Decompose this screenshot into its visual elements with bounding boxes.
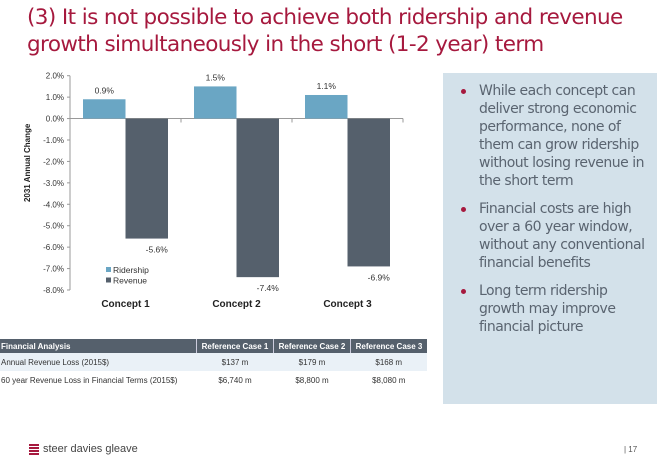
data-label: -6.9%: [368, 272, 391, 282]
bullet-icon: [461, 89, 466, 94]
logo-mark-icon: [29, 443, 39, 455]
legend-label: Ridership: [113, 265, 149, 275]
bullet-item: Financial costs are high over a 60 year …: [461, 200, 649, 272]
category-label: Concept 3: [323, 299, 372, 310]
legend-label: Revenue: [113, 276, 147, 286]
y-tick-label: -5.0%: [43, 222, 64, 231]
bar-chart: 2.0% 1.0% 0.0% -1.0% -2.0% -3.0% -4.0% -5.0% -6.…: [23, 72, 404, 310]
table-cell: 60 year Revenue Loss in Financial Terms …: [1, 375, 178, 385]
table-cell: $137 m: [196, 353, 274, 371]
y-tick-label: -3.0%: [43, 179, 64, 188]
table-header: Reference Case 3: [350, 339, 427, 353]
y-tick-label: -8.0%: [43, 286, 64, 295]
data-label: -7.4%: [257, 283, 280, 293]
data-label: 1.5%: [206, 72, 226, 82]
table-header: Financial Analysis: [0, 339, 197, 353]
y-tick-label: -7.0%: [43, 265, 64, 274]
y-axis-label: 2031 Annual Change: [23, 123, 32, 202]
slide-title: (3) It is not possible to achieve both r…: [27, 4, 657, 58]
bullet-icon: [461, 207, 466, 212]
data-label: 1.1%: [317, 81, 337, 91]
bullet-item: Long term ridership growth may improve f…: [461, 282, 649, 336]
page-number: | 17: [624, 445, 638, 454]
legend-swatch: [106, 277, 111, 283]
table-cell: $8,800 m: [295, 375, 329, 385]
slide-title-line-1: (3) It is not possible to achieve both r…: [27, 5, 623, 30]
data-label: 0.9%: [95, 85, 115, 95]
y-tick-label: 0.0%: [46, 115, 64, 124]
company-logo: steer davies gleave: [29, 443, 138, 455]
legend-swatch: [106, 267, 111, 272]
category-label: Concept 1: [101, 299, 150, 310]
table-header-row: Financial Analysis Reference Case 1 Refe…: [0, 339, 427, 353]
table-cell: $179 m: [273, 353, 351, 371]
table-header: Reference Case 1: [196, 339, 274, 353]
slide-title-line-2: growth simultaneously in the short (1-2 …: [27, 32, 544, 57]
table-row: 60 year Revenue Loss in Financial Terms …: [0, 371, 427, 389]
bar-revenue: [236, 118, 279, 278]
y-tick-label: -1.0%: [43, 136, 64, 145]
bar-ridership: [83, 99, 126, 119]
table-cell: $8,080 m: [372, 375, 406, 385]
bar-revenue: [125, 118, 168, 239]
financial-analysis-table: Financial Analysis Reference Case 1 Refe…: [0, 339, 427, 389]
y-tick-label: -6.0%: [43, 243, 64, 252]
bar-ridership: [194, 86, 237, 119]
table-cell: Annual Revenue Loss (2015$): [0, 353, 197, 371]
key-points-panel: While each concept can deliver strong ec…: [443, 73, 657, 404]
table-cell: $6,740 m: [218, 375, 252, 385]
bullet-item: While each concept can deliver strong ec…: [461, 82, 649, 190]
y-tick-label: 1.0%: [46, 93, 64, 102]
data-label: -5.6%: [146, 245, 169, 255]
y-tick-label: -2.0%: [43, 157, 64, 166]
bar-ridership: [305, 94, 348, 119]
table-header: Reference Case 2: [273, 339, 351, 353]
table-row: Annual Revenue Loss (2015$) $137 m $179 …: [0, 353, 427, 371]
y-tick-label: 2.0%: [46, 72, 64, 81]
bar-revenue: [347, 118, 390, 267]
table-cell: $168 m: [350, 353, 427, 371]
bullet-icon: [461, 289, 466, 294]
y-tick-label: -4.0%: [43, 200, 64, 209]
category-label: Concept 2: [212, 299, 261, 310]
